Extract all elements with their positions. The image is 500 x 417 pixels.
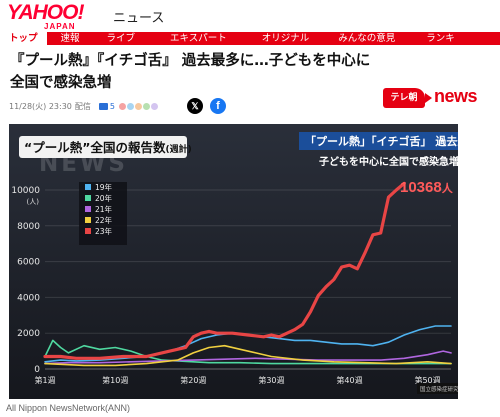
x-tick-label: 第50週 [414,375,440,385]
y-tick-label: 2000 [17,329,40,339]
chart-title-pill [19,136,187,158]
chart-title-rest: 全国の報告数 [89,140,166,155]
y-tick-label: 0 [34,365,40,375]
yahoo-logo[interactable]: YAHOO! [7,1,84,24]
share-x-button[interactable]: 𝕏 [187,98,203,114]
video-background [9,124,458,399]
station-news-label: news [434,86,478,106]
callout-value: 10368人 [400,179,454,196]
x-tick-label: 第1週 [34,375,55,385]
callout-number: 10368 [400,179,442,196]
nav-tab-ranking[interactable]: ランキ [426,33,455,44]
source-label: 国立感染症研究所より [420,385,458,393]
photo-credit: All Nippon NewsNetwork(ANN) [6,403,131,413]
y-axis-unit: (人) [27,198,40,206]
comment-count[interactable]: 5 [109,101,115,111]
x-axis-ticks: 第1週 第10週 第20週 第30週 第40週 第50週 [34,375,440,385]
banner-line2: 子どもを中心に全国で感染急増 [319,155,458,168]
station-badge: テレ朝 [383,88,425,108]
legend-box [79,182,127,245]
nav-tab-top[interactable]: トップ [0,32,47,45]
legend-label: 21年 [95,204,113,214]
article-headline: 『プール熱』『イチゴ舌』 過去最多に…子どもを中心に全国で感染急増 [10,53,371,91]
chart-title-quoted: “プール熱” [24,140,90,155]
share-facebook-button[interactable]: f [210,98,226,114]
banner-line1: 「プール熱」「イチゴ舌」 過去最多に [305,134,458,148]
yahoo-logo-sub: JAPAN [44,22,76,31]
nav-tab-expert[interactable]: エキスパート [170,33,227,44]
nav-tab-opinions[interactable]: みんなの意見 [338,33,396,44]
series-line [44,350,452,365]
legend-swatch [85,228,91,234]
source-label-bg [417,383,458,394]
y-tick-label: 6000 [17,258,40,268]
legend-label: 19年 [95,182,113,192]
series-line [43,181,406,360]
callout-unit: 人 [442,181,454,195]
y-tick-label: 4000 [17,293,40,303]
main-nav: トップ 速報 ライブ エキスパート オリジナル みんなの意見 ランキ [0,32,500,45]
video-player[interactable]: NEWS “プール熱”全国の報告数(週計) 「プール熱」「イチゴ舌」 過去最多に… [9,124,458,399]
brand-bar: YAHOO! JAPAN ニュース [0,0,500,32]
x-tick-label: 第20週 [180,375,206,385]
legend-swatch [85,206,91,212]
legend-swatch [85,217,91,223]
station-arrow-icon [425,93,432,103]
legend-label: 23年 [95,226,113,236]
service-name[interactable]: ニュース [113,10,165,25]
chart-title-period: (週計) [165,143,191,155]
nav-tab-breaking[interactable]: 速報 [60,33,80,44]
legend-label: 20年 [95,193,113,203]
nav-tab-original[interactable]: オリジナル [261,33,310,44]
y-tick-label: 8000 [17,222,40,232]
banner-line1-bg [299,132,458,150]
x-tick-label: 第30週 [258,375,284,385]
x-tick-label: 第40週 [336,375,362,385]
article-timestamp-suffix: 配信 [74,101,91,111]
y-axis-ticks: 10000 8000 6000 4000 2000 0 [11,186,40,375]
nav-tab-live[interactable]: ライブ [106,33,136,44]
x-tick-label: 第10週 [102,375,128,385]
reaction-icons[interactable] [118,101,159,111]
legend-swatch [85,195,91,201]
legend-swatch [85,184,91,190]
chart-series [43,181,452,367]
comment-icon[interactable] [98,102,108,110]
chart-title: “プール熱”全国の報告数(週計) [24,140,192,155]
series-line [44,344,452,367]
legend-label: 22年 [95,215,113,225]
article-timestamp: 11/28(火) 23:30 [9,101,72,111]
station-logo[interactable]: テレ朝 news [383,86,483,110]
article-meta: 11/28(火) 23:30 配信 5 [9,99,159,113]
y-tick-label: 10000 [11,186,40,196]
reaction-icon [150,101,159,111]
chart-canvas: NEWS “プール熱”全国の報告数(週計) 「プール熱」「イチゴ舌」 過去最多に… [9,124,458,399]
